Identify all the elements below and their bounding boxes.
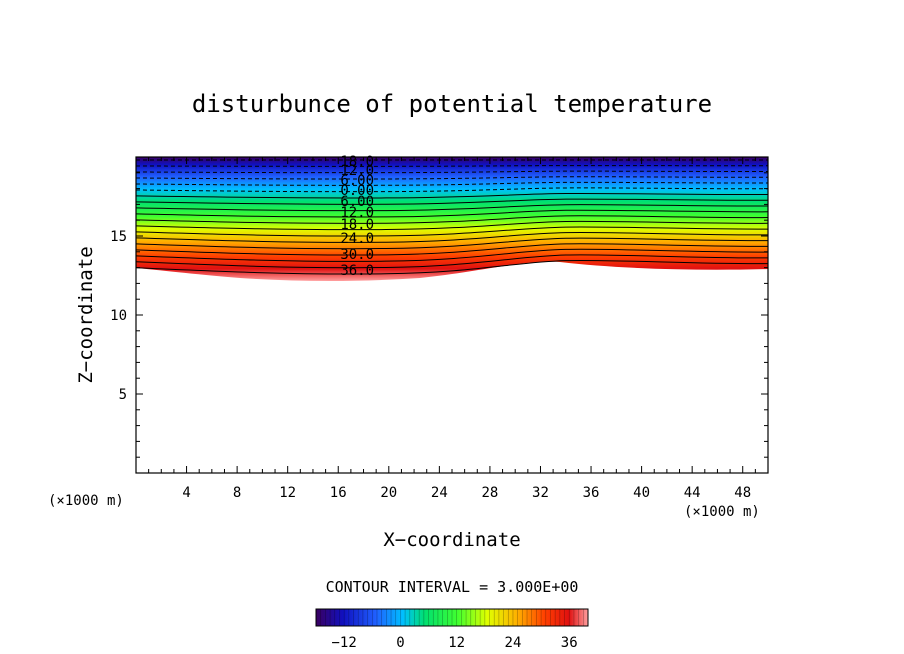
contour-line	[135, 209, 769, 218]
contour-line	[135, 232, 769, 243]
x-tick-label: 4	[182, 485, 190, 501]
colorbar-tick-label: 12	[448, 635, 465, 651]
x-axis: 4 8 12 16 20 24 28 32 36 40 44 48	[148, 157, 756, 501]
contour-interval-text: CONTOUR INTERVAL = 3.000E+00	[326, 578, 579, 596]
x-axis-label: X−coordinate	[383, 529, 520, 551]
x-unit-left: (×1000 m)	[48, 493, 124, 509]
contour-line	[135, 220, 769, 231]
contour-label: 6.00	[340, 173, 374, 189]
y-tick-label: 10	[110, 308, 127, 324]
y-axis: 5 10 15	[110, 172, 768, 458]
contour-label: 0.00	[340, 183, 374, 199]
contour-line	[135, 204, 769, 212]
contour-label: 18.0	[340, 217, 374, 233]
x-tick-label: 16	[330, 485, 347, 501]
y-tick-label: 5	[119, 387, 127, 403]
x-tick-label: 24	[431, 485, 448, 501]
contour-line	[135, 192, 769, 199]
x-tick-label: 32	[532, 485, 549, 501]
contour-line	[135, 259, 769, 275]
colorbar-ticks: −12 0 12 24 36	[331, 635, 577, 651]
y-axis-label: Z−coordinate	[75, 246, 97, 383]
y-tick-label: 15	[110, 229, 127, 245]
colorbar-tick-label: 0	[396, 635, 404, 651]
x-tick-label: 48	[734, 485, 751, 501]
colorbar	[315, 608, 589, 627]
x-tick-label: 40	[633, 485, 650, 501]
x-tick-label: 44	[684, 485, 701, 501]
x-tick-label: 12	[279, 485, 296, 501]
colorbar-tick-label: −12	[331, 635, 356, 651]
contour-label: 12.0	[340, 205, 374, 221]
x-tick-label: 8	[233, 485, 241, 501]
colorbar-divisions	[320, 609, 584, 626]
contour-line	[135, 165, 769, 167]
contour-lines	[135, 159, 769, 275]
contour-label: 12.0	[340, 163, 374, 179]
contour-label: 30.0	[340, 247, 374, 263]
x-tick-label: 20	[380, 485, 397, 501]
contour-line	[135, 187, 769, 193]
colorbar-tick-label: 24	[505, 635, 522, 651]
contour-line	[135, 176, 769, 180]
contour-label: 18.0	[340, 154, 374, 170]
contour-line	[135, 198, 769, 205]
contour-line	[135, 181, 769, 186]
x-tick-label: 28	[481, 485, 498, 501]
contour-line	[135, 237, 769, 250]
contour-line	[135, 226, 769, 237]
x-tick-label: 36	[583, 485, 600, 501]
contour-label: 24.0	[340, 231, 374, 247]
contour-line	[135, 254, 769, 269]
chart-title: disturbunce of potential temperature	[192, 90, 712, 118]
contour-label: 36.0	[340, 263, 374, 279]
contour-line	[135, 243, 769, 256]
contour-line	[135, 215, 769, 224]
x-unit-right: (×1000 m)	[684, 504, 760, 520]
contour-line	[135, 170, 769, 174]
contour-line	[135, 248, 769, 262]
contour-label: 6.00	[340, 194, 374, 210]
colorbar-tick-label: 36	[561, 635, 578, 651]
